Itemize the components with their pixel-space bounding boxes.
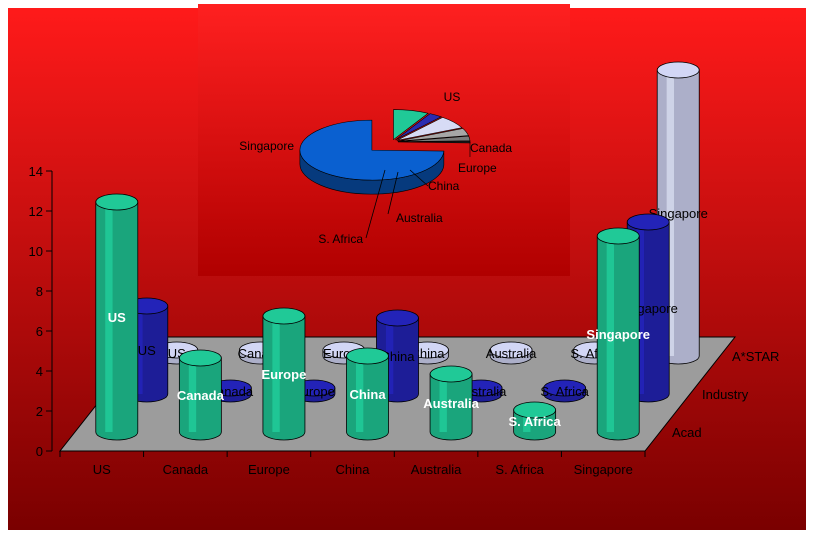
pie-inset-background: [198, 4, 570, 276]
data-label-industry-us: US: [138, 343, 156, 358]
bar-acad-australia: [429, 365, 473, 441]
bar-a-star-singapore-highlight: [666, 70, 675, 356]
bar-acad-china: [346, 347, 389, 441]
x-tick-label-canada: Canada: [163, 462, 209, 477]
bar-industry-china-highlight: [385, 318, 394, 394]
bar-chart: 0 2 4 6 8 10 12 14 US Canada Europe China Australia S…: [29, 61, 779, 477]
pie-chart: US Canada Europe China Australia S. Africa Sin…: [239, 90, 512, 246]
bar-acad-europe-top: [262, 307, 306, 325]
bar-acad-canada-highlight: [188, 358, 197, 432]
data-label-a-star-australia: Australia: [486, 346, 537, 361]
series-axis-label-industry: Industry: [702, 387, 749, 402]
pie-label-china: China: [428, 179, 460, 193]
y-tick-label: 2: [36, 404, 43, 419]
data-label-industry-china: China: [381, 349, 416, 364]
y-tick-label: 0: [36, 444, 43, 459]
pie-slice-s-africa: [397, 140, 471, 144]
pie-leader-australia: [387, 171, 399, 215]
x-tick-label-australia: Australia: [411, 462, 462, 477]
bar-acad-us: [95, 193, 139, 441]
pie-slice-singapore: [299, 119, 445, 181]
data-label-acad-australia: Australia: [423, 396, 479, 411]
bar-a-star-australia: [489, 341, 533, 365]
bar-acad-europe: [262, 307, 306, 441]
bar-acad-singapore: [596, 227, 640, 441]
x-tick-label-us: US: [93, 462, 111, 477]
pie-leader-china: [409, 169, 429, 187]
data-label-acad-canada: Canada: [177, 388, 225, 403]
series-axis-label-a-star: A*STAR: [732, 349, 779, 364]
pie-slice-us: [393, 109, 429, 141]
pie-slice-canada: [395, 113, 443, 141]
data-label-acad-us: US: [108, 310, 126, 325]
bar-acad-canada-top: [178, 349, 222, 367]
data-label-acad-s-africa: S. Africa: [509, 414, 562, 429]
bar-a-star-australia-top: [489, 341, 533, 359]
bar-a-star-singapore-top: [656, 61, 700, 79]
bar-acad-s-africa-top: [513, 401, 557, 419]
bar-acad-china-highlight: [355, 356, 364, 432]
pie-label-us: US: [444, 90, 461, 104]
bar-acad-canada: [178, 349, 222, 441]
y-tick-label: 4: [36, 364, 43, 379]
bar-industry-s-africa-top: [543, 379, 587, 397]
x-tick-label-china: China: [336, 462, 371, 477]
bar-acad-china-top: [346, 347, 389, 365]
series-axis-label-acad: Acad: [672, 425, 702, 440]
bar-acad-europe-highlight: [272, 316, 280, 432]
bar-acad-singapore-top: [596, 227, 640, 245]
bar-acad-australia-top: [429, 365, 473, 383]
pie-slice-china: [397, 128, 469, 142]
data-label-acad-china: China: [349, 387, 386, 402]
data-label-a-star-china: China: [411, 346, 446, 361]
y-tick-label: 12: [29, 204, 43, 219]
data-label-acad-singapore: Singapore: [586, 327, 650, 342]
pie-label-australia: Australia: [396, 211, 443, 225]
bar-industry-china-top: [376, 309, 419, 327]
x-tick-label-s-africa: S. Africa: [495, 462, 544, 477]
y-tick-label: 8: [36, 284, 43, 299]
bar-acad-s-africa-highlight: [523, 410, 531, 432]
y-tick-label: 6: [36, 324, 43, 339]
pie-label-singapore: Singapore: [239, 139, 294, 153]
bar-acad-singapore-highlight: [606, 236, 615, 432]
bar-industry-singapore-highlight: [636, 222, 645, 394]
bar-industry-singapore-top: [626, 213, 670, 231]
pie-slice-europe: [396, 117, 463, 141]
data-label-acad-europe: Europe: [262, 367, 307, 382]
bar-acad-us-highlight: [105, 202, 113, 432]
bar-industry-s-africa: [543, 379, 587, 403]
bar-acad-s-africa: [513, 401, 557, 441]
data-label-industry-s-africa: S. Africa: [540, 384, 589, 399]
pie-label-europe: Europe: [458, 161, 497, 175]
y-tick-label: 10: [29, 244, 43, 259]
bar-acad-us-top: [95, 193, 139, 211]
x-tick-label-europe: Europe: [248, 462, 290, 477]
pie-label-s-africa: S. Africa: [318, 232, 363, 246]
x-tick-label-singapore: Singapore: [574, 462, 633, 477]
pie-leader-s-africa: [365, 169, 386, 239]
bar-industry-us-highlight: [135, 306, 143, 394]
bar-acad-australia-highlight: [439, 374, 447, 432]
pie-label-canada: Canada: [470, 141, 512, 155]
y-tick-label: 14: [29, 164, 43, 179]
